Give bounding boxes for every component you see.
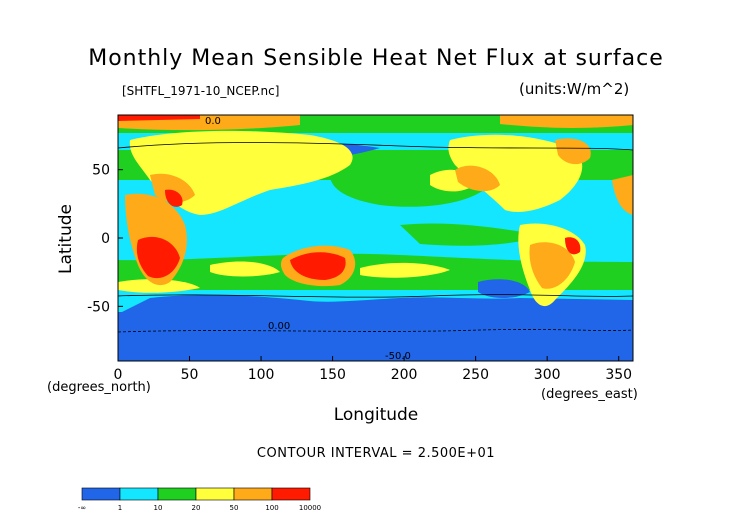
colorbar-label: 10000 <box>299 504 321 512</box>
contour-line-antarctic <box>118 329 633 333</box>
southern-ocean-edge <box>118 294 633 314</box>
x-tick-label: 150 <box>319 367 346 383</box>
colorbar-swatch <box>195 487 235 501</box>
colorbar-label: -∞ <box>78 504 86 512</box>
x-axis-ticks: 0 50 100 150 200 250 300 350 <box>114 356 632 383</box>
africa-west-orange <box>612 175 633 215</box>
file-label: [SHTFL_1971-10_NCEP.nc] <box>122 84 280 98</box>
y-tick-label: -50 <box>87 299 110 315</box>
africa-south-red <box>136 236 180 279</box>
x-tick-label: 300 <box>534 367 561 383</box>
colorbar: -∞ 1 10 20 50 100 10000 <box>78 487 321 512</box>
colorbar-swatch <box>81 487 121 501</box>
y-tick-label: 50 <box>92 163 110 179</box>
contour-line-south <box>118 294 633 298</box>
east-pacific-patch <box>400 223 540 246</box>
y-axis-ticks: 50 0 -50 <box>87 163 123 315</box>
colorbar-label: 100 <box>265 504 278 512</box>
antarctica <box>118 335 633 361</box>
x-tick-label: 350 <box>605 367 632 383</box>
colorbar-swatch <box>119 487 159 501</box>
colorbar-swatch <box>233 487 273 501</box>
x-tick-label: 0 <box>114 367 123 383</box>
colorbar-label: 20 <box>192 504 201 512</box>
australia-red <box>290 252 346 280</box>
colorbar-label: 50 <box>230 504 239 512</box>
greenland-orange <box>555 138 591 165</box>
units-text: (units:W/m^2) <box>519 80 630 98</box>
colorbar-label: 1 <box>118 504 122 512</box>
x-axis-unit-note: (degrees_east) <box>541 387 638 402</box>
middle-east-orange <box>150 173 195 203</box>
arctic-red <box>118 115 200 121</box>
contour-line-north <box>118 142 633 151</box>
plot-area: 0.0 0.00 -50.0 <box>118 115 633 362</box>
south-atlantic-blue <box>478 279 530 298</box>
south-america-orange <box>529 242 575 289</box>
indian-ocean-yellow <box>210 261 280 277</box>
south-pacific-yellow <box>360 262 450 278</box>
colorbar-label: 10 <box>154 504 163 512</box>
arctic-orange-east <box>500 115 633 128</box>
y-tick-label: 0 <box>101 231 110 247</box>
x-tick-label: 50 <box>181 367 199 383</box>
x-tick-label: 100 <box>248 367 275 383</box>
north-america-land <box>448 134 583 212</box>
north-america-orange <box>455 165 500 192</box>
colorbar-swatch <box>157 487 197 501</box>
arabia-red <box>165 189 183 207</box>
units-label: (units:W/m^2) <box>519 80 629 98</box>
south-atlantic-yellow <box>118 279 200 293</box>
contour-interval-text: CONTOUR INTERVAL = 2.500E+01 <box>256 446 496 461</box>
x-axis-label: Longitude <box>333 405 419 425</box>
contour-label-1: 0.0 <box>205 116 221 127</box>
contour-label-3: -50.0 <box>385 351 411 362</box>
chart-title: Monthly Mean Sensible Heat Net Flux at s… <box>88 46 664 71</box>
x-tick-label: 250 <box>462 367 489 383</box>
x-tick-label: 200 <box>391 367 418 383</box>
contour-label-2: 0.00 <box>268 321 290 332</box>
brazil-red <box>565 237 581 255</box>
colorbar-swatch <box>271 487 311 501</box>
y-axis-unit-note: (degrees_north) <box>47 380 151 395</box>
